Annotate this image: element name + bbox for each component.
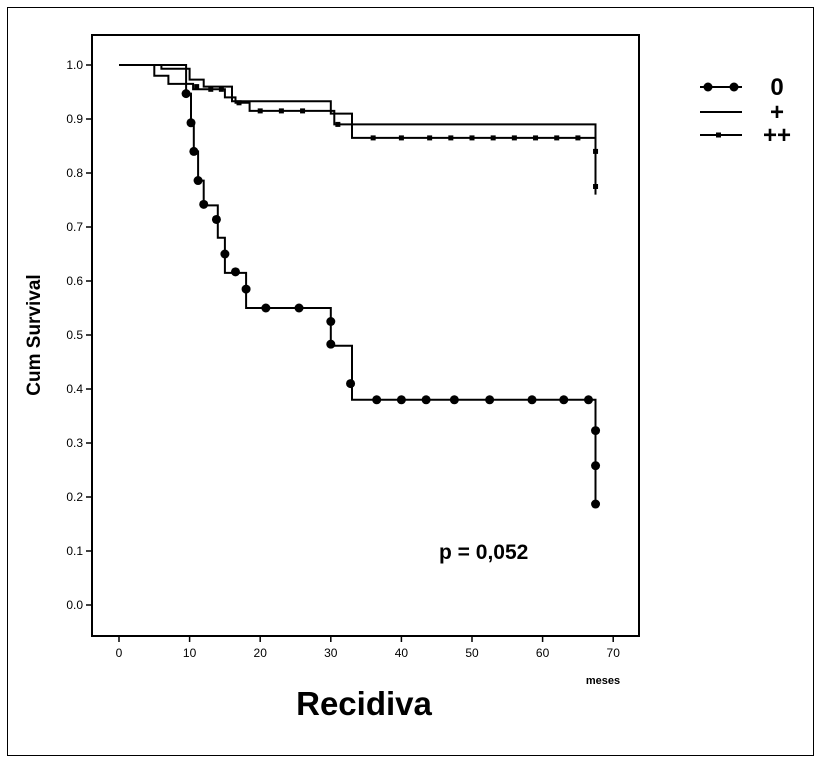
x-tick-label: 50 [465,646,479,660]
censor-marker [485,395,495,405]
censor-marker [300,108,306,114]
censor-marker [511,135,517,141]
legend-marker [703,82,713,92]
y-tick-label: 0.0 [66,598,83,612]
censor-marker [583,395,593,405]
censor-marker [189,146,199,156]
censor-marker [236,100,242,106]
x-tick-label: 60 [536,646,550,660]
series-1 [119,64,597,173]
legend-label: + [770,99,784,126]
legend-label: ++ [763,122,791,149]
censor-marker [194,84,200,90]
y-tick-label: 0.7 [66,220,83,234]
censor-marker [591,461,601,471]
x-tick-label: 70 [607,646,621,660]
censor-marker [527,395,537,405]
censor-marker [575,135,581,141]
legend-item: + [700,99,784,126]
censor-marker [469,135,475,141]
censor-marker [554,135,560,141]
censor-marker [449,395,459,405]
legend-label: 0 [770,74,783,101]
censor-marker [199,199,209,209]
censor-marker [181,89,191,99]
censor-marker [261,303,271,313]
censor-marker [208,86,214,92]
figure-frame [7,7,814,756]
legend-item: 0 [700,74,784,101]
y-tick-label: 0.2 [66,490,83,504]
censor-marker [278,108,284,114]
censor-marker [186,118,196,128]
censor-marker [490,135,496,141]
survival-line [119,64,597,173]
censor-marker [593,148,599,154]
x-axis: 0 10 20 30 40 50 60 70 [116,636,621,660]
censor-marker [398,135,404,141]
censor-marker [257,108,263,114]
p-value-annotation: p = 0,052 [439,541,528,564]
legend-marker [716,132,721,138]
censor-marker [559,395,569,405]
series-0 [119,64,601,509]
censor-marker [294,303,304,313]
survival-line [119,64,597,508]
censor-marker [326,317,336,326]
censor-marker [211,214,221,224]
censor-marker [421,395,431,405]
censor-marker [241,284,251,294]
legend: 0+++ [700,74,791,149]
censor-marker [230,267,240,277]
x-axis-label: Recidiva [296,685,432,722]
y-tick-label: 0.1 [66,544,83,558]
censor-marker [593,184,599,189]
y-tick-label: 0.4 [66,382,83,396]
censor-marker [427,135,433,141]
censor-marker [372,395,382,405]
x-tick-label: 40 [395,646,409,660]
legend-marker [729,82,739,92]
censor-marker [218,86,224,92]
censor-marker [396,395,406,405]
x-tick-label: 0 [116,646,123,660]
censor-marker [533,135,539,141]
y-axis: 0.0 0.1 0.2 0.3 0.4 0.5 0.6 0.7 0.8 0.9 1.0 [66,58,92,612]
survival-line [119,64,597,195]
censor-marker [448,135,454,141]
y-tick-label: 1.0 [66,58,83,72]
x-tick-label: 10 [183,646,197,660]
censor-marker [591,499,601,509]
y-tick-label: 0.3 [66,436,83,450]
x-tick-label: 30 [324,646,338,660]
censor-marker [220,249,230,259]
x-axis-unit: meses [586,675,620,687]
survival-curves [119,64,601,509]
censor-marker [346,379,356,389]
series-2 [119,64,599,195]
censor-marker [591,426,601,436]
censor-marker [370,135,376,141]
y-axis-label: Cum Survival [24,274,45,395]
y-tick-label: 0.8 [66,166,83,180]
legend-item: ++ [700,122,791,149]
censor-marker [335,121,341,127]
censor-marker [193,176,203,186]
y-tick-label: 0.5 [66,328,83,342]
censor-marker [326,339,336,349]
x-tick-label: 20 [254,646,268,660]
y-tick-label: 0.6 [66,274,83,288]
y-tick-label: 0.9 [66,112,83,126]
